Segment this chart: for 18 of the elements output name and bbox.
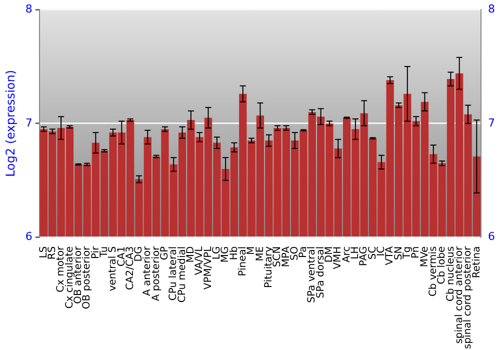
x-tick-label: Retina <box>471 246 482 278</box>
y-tick-label: 7 <box>25 116 32 130</box>
y-axis-title: Log2 (expression) <box>3 70 18 177</box>
x-tick-label: OB posterior <box>82 245 93 310</box>
y2-tick-label: 7 <box>488 116 495 130</box>
y-tick-label: 6 <box>25 230 32 244</box>
x-tick-label: RS <box>46 246 58 260</box>
x-tick-label: spinal cord posterior <box>462 245 474 350</box>
y2-tick-label: 8 <box>488 2 495 16</box>
x-tick-label: A posterior <box>150 245 162 302</box>
x-tick-label: MVe <box>419 246 430 268</box>
x-tick-label: Pituitary <box>263 246 274 288</box>
x-tick-label: Hb <box>228 246 240 260</box>
x-tick-label: ME <box>254 246 266 262</box>
y2-tick-label: 6 <box>488 230 495 244</box>
y-tick-label: 8 <box>25 2 32 16</box>
x-tick-label: Cb lobe <box>436 246 448 284</box>
x-tick-label: Tg <box>402 246 413 260</box>
